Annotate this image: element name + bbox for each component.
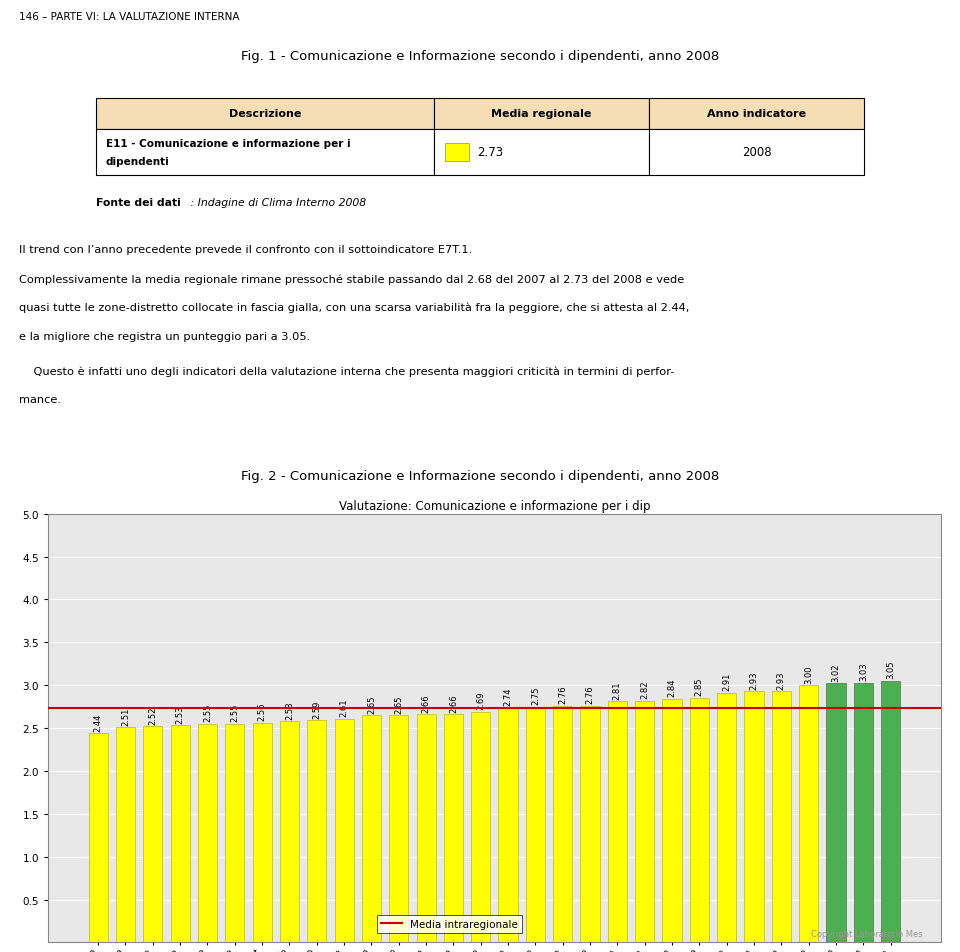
Text: 2.55: 2.55 — [203, 704, 212, 722]
Bar — [827, 684, 846, 942]
Text: 2.61: 2.61 — [340, 698, 348, 716]
Bar — [690, 699, 708, 942]
Bar — [96, 129, 434, 176]
Text: 2.52: 2.52 — [148, 705, 157, 724]
Bar — [88, 733, 108, 942]
Bar — [471, 712, 491, 942]
Text: 2.69: 2.69 — [476, 691, 485, 709]
Bar — [744, 691, 763, 942]
Text: 2.76: 2.76 — [558, 684, 567, 704]
Text: dipendenti: dipendenti — [106, 157, 169, 167]
Bar — [799, 685, 818, 942]
Text: 2.84: 2.84 — [667, 678, 677, 697]
Bar — [171, 725, 190, 942]
Bar — [717, 693, 736, 942]
Bar — [553, 706, 572, 942]
Bar — [143, 726, 162, 942]
Text: 2008: 2008 — [742, 147, 771, 159]
Bar — [280, 722, 299, 942]
Text: 3.03: 3.03 — [859, 662, 868, 681]
Bar — [445, 144, 469, 162]
Text: Fig. 2 - Comunicazione e Informazione secondo i dipendenti, anno 2008: Fig. 2 - Comunicazione e Informazione se… — [241, 469, 719, 483]
Bar — [649, 129, 864, 176]
Text: 2.85: 2.85 — [695, 677, 704, 696]
Text: 2.65: 2.65 — [367, 694, 376, 713]
Text: e la migliore che registra un punteggio pari a 3.05.: e la migliore che registra un punteggio … — [19, 331, 310, 341]
Text: : Indagine di Clima Interno 2008: : Indagine di Clima Interno 2008 — [187, 198, 367, 208]
Text: 2.91: 2.91 — [722, 672, 732, 690]
Text: 2.51: 2.51 — [121, 706, 130, 724]
Text: Copyright Laboratorio Mes: Copyright Laboratorio Mes — [811, 929, 923, 939]
Text: 2.55: 2.55 — [230, 704, 239, 722]
Bar — [307, 721, 326, 942]
Bar — [96, 99, 434, 129]
Bar — [362, 716, 381, 942]
Bar — [772, 691, 791, 942]
Text: 3.02: 3.02 — [831, 663, 841, 682]
Bar — [636, 701, 655, 942]
Legend: Media intraregionale: Media intraregionale — [377, 915, 522, 933]
Text: Fonte dei dati: Fonte dei dati — [96, 198, 180, 208]
Text: 2.44: 2.44 — [94, 712, 103, 731]
Bar — [434, 129, 649, 176]
Text: Complessivamente la media regionale rimane pressoché stabile passando dal 2.68 d: Complessivamente la media regionale rima… — [19, 274, 684, 285]
Text: 2.74: 2.74 — [504, 686, 513, 705]
Bar — [662, 699, 682, 942]
Bar — [444, 715, 463, 942]
Text: 2.66: 2.66 — [421, 693, 431, 712]
Text: 2.53: 2.53 — [176, 704, 184, 724]
Text: 2.75: 2.75 — [531, 685, 540, 704]
Text: 3.00: 3.00 — [804, 664, 813, 683]
Bar — [389, 716, 408, 942]
Text: Media regionale: Media regionale — [492, 109, 591, 119]
Title: Valutazione: Comunicazione e informazione per i dip: Valutazione: Comunicazione e informazion… — [339, 500, 650, 513]
Text: Descrizione: Descrizione — [228, 109, 301, 119]
Text: quasi tutte le zone-distretto collocate in fascia gialla, con una scarsa variabi: quasi tutte le zone-distretto collocate … — [19, 303, 689, 313]
Text: 2.56: 2.56 — [257, 702, 267, 721]
Text: 2.58: 2.58 — [285, 701, 294, 719]
Text: Il trend con l’anno precedente prevede il confronto con il sottoindicatore E7T.1: Il trend con l’anno precedente prevede i… — [19, 245, 472, 255]
Bar — [434, 99, 649, 129]
Text: Anno indicatore: Anno indicatore — [707, 109, 806, 119]
Bar — [417, 715, 436, 942]
Text: 2.59: 2.59 — [312, 700, 322, 718]
Bar — [334, 719, 353, 942]
Text: 2.81: 2.81 — [612, 681, 622, 699]
Bar — [581, 706, 600, 942]
Bar — [198, 724, 217, 942]
Text: 2.65: 2.65 — [395, 694, 403, 713]
Text: 146 – PARTE VI: LA VALUTAZIONE INTERNA: 146 – PARTE VI: LA VALUTAZIONE INTERNA — [19, 12, 240, 22]
Text: Questo è infatti uno degli indicatori della valutazione interna che presenta mag: Questo è infatti uno degli indicatori de… — [19, 366, 675, 376]
Bar — [526, 706, 545, 942]
Text: 2.73: 2.73 — [477, 147, 503, 159]
Text: 2.82: 2.82 — [640, 680, 649, 699]
Text: 3.05: 3.05 — [886, 660, 895, 679]
Bar — [649, 99, 864, 129]
Text: 2.66: 2.66 — [449, 693, 458, 712]
Bar — [116, 727, 135, 942]
Bar — [853, 683, 873, 942]
Bar — [252, 724, 272, 942]
Bar — [498, 707, 517, 942]
Bar — [881, 682, 900, 942]
Text: E11 - Comunicazione e informazione per i: E11 - Comunicazione e informazione per i — [106, 139, 350, 149]
Text: mance.: mance. — [19, 394, 61, 405]
Text: 2.76: 2.76 — [586, 684, 594, 704]
Bar — [226, 724, 245, 942]
Text: 2.93: 2.93 — [777, 670, 786, 689]
Text: 2.93: 2.93 — [750, 670, 758, 689]
Bar — [608, 702, 627, 942]
Text: Fig. 1 - Comunicazione e Informazione secondo i dipendenti, anno 2008: Fig. 1 - Comunicazione e Informazione se… — [241, 50, 719, 63]
